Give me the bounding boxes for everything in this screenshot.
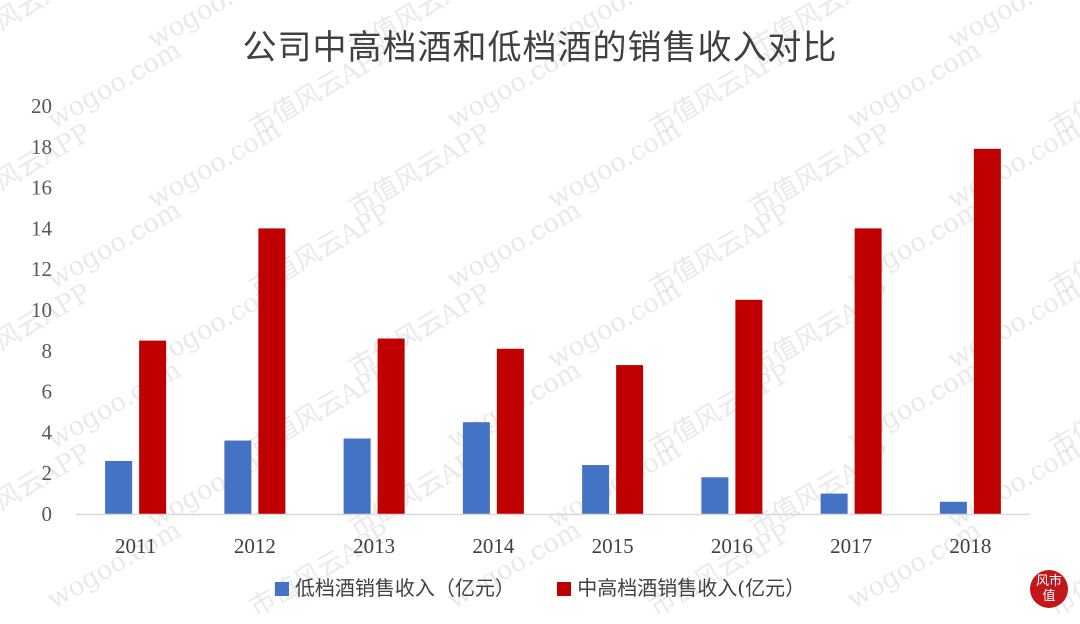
bar-low <box>224 440 252 514</box>
y-tick-label: 8 <box>42 339 53 363</box>
x-tick-label: 2014 <box>472 534 515 558</box>
legend-label-high: 中高档酒销售收入(亿元） <box>577 576 806 600</box>
y-tick-label: 12 <box>31 257 52 281</box>
y-tick-label: 6 <box>42 380 53 404</box>
y-tick-label: 0 <box>42 502 53 526</box>
bar-high <box>377 338 405 514</box>
x-tick-label: 2015 <box>592 534 634 558</box>
bar-high <box>258 228 286 514</box>
x-tick-label: 2017 <box>830 534 872 558</box>
bar-high <box>735 299 763 514</box>
bar-low <box>701 477 729 514</box>
bar-low <box>105 460 133 514</box>
bar-high <box>973 148 1001 514</box>
y-tick-label: 14 <box>31 216 53 240</box>
y-tick-label: 20 <box>31 94 52 118</box>
y-tick-label: 2 <box>42 461 53 485</box>
bar-high <box>139 340 167 514</box>
x-tick-label: 2012 <box>234 534 276 558</box>
chart-title: 公司中高档酒和低档酒的销售收入对比 <box>242 28 838 68</box>
bar-low <box>582 465 610 514</box>
legend-item-low: 低档酒销售收入（亿元） <box>274 572 515 601</box>
x-tick-label: 2013 <box>353 534 395 558</box>
x-tick-label: 2018 <box>949 534 991 558</box>
x-tick-label: 2016 <box>711 534 753 558</box>
legend-item-high: 中高档酒销售收入(亿元） <box>557 572 805 601</box>
y-tick-label: 16 <box>31 176 52 200</box>
legend-swatch-high <box>557 582 572 596</box>
x-tick-label: 2011 <box>115 534 156 558</box>
y-tick-label: 4 <box>42 420 53 444</box>
bar-low <box>462 422 490 514</box>
bar-high <box>616 365 644 514</box>
bar-low <box>820 493 848 514</box>
y-tick-label: 10 <box>31 298 52 322</box>
y-tick-label: 18 <box>31 135 52 159</box>
legend-label-low: 低档酒销售收入（亿元） <box>294 576 515 600</box>
bar-low <box>939 501 967 514</box>
chart-legend: 低档酒销售收入（亿元） 中高档酒销售收入(亿元） <box>0 572 1080 601</box>
bar-high <box>496 348 524 514</box>
bar-high <box>854 228 882 514</box>
bar-low <box>343 438 371 514</box>
legend-swatch-low <box>274 582 289 596</box>
brand-logo: 风市值 <box>1030 570 1068 608</box>
logo-text: 风市值 <box>1035 574 1062 604</box>
